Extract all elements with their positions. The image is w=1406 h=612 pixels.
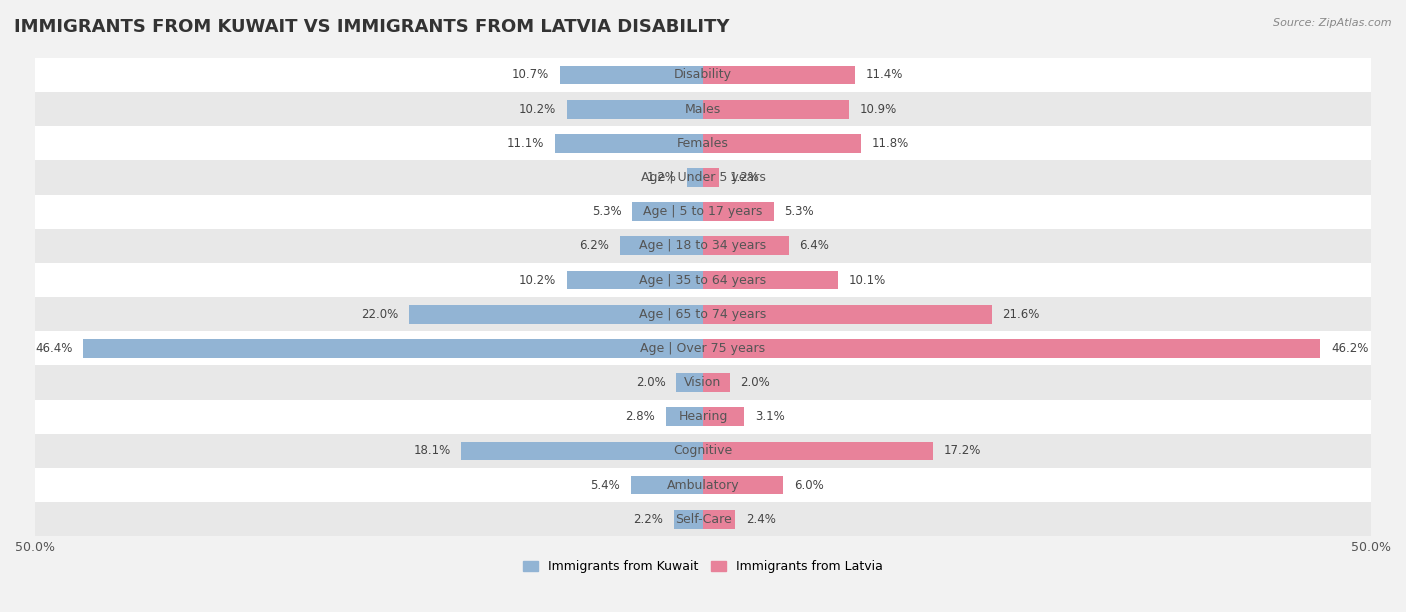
Bar (567, 271, 703, 289)
Bar (620, 236, 703, 255)
Bar (35, 502, 1371, 536)
Text: 21.6%: 21.6% (1002, 308, 1039, 321)
Bar (703, 510, 735, 529)
Text: 5.3%: 5.3% (592, 205, 621, 218)
Text: 2.2%: 2.2% (633, 513, 662, 526)
Bar (567, 100, 703, 119)
Text: 2.4%: 2.4% (745, 513, 776, 526)
Text: 22.0%: 22.0% (361, 308, 398, 321)
Text: 1.2%: 1.2% (647, 171, 676, 184)
Bar (703, 134, 860, 152)
Bar (83, 339, 703, 358)
Bar (35, 263, 1371, 297)
Text: 2.0%: 2.0% (636, 376, 665, 389)
Text: Hearing: Hearing (678, 410, 728, 424)
Bar (631, 476, 703, 494)
Text: 11.4%: 11.4% (866, 69, 904, 81)
Bar (555, 134, 703, 152)
Text: Cognitive: Cognitive (673, 444, 733, 457)
Bar (703, 168, 718, 187)
Text: Age | Over 75 years: Age | Over 75 years (641, 342, 765, 355)
Bar (703, 408, 744, 426)
Text: IMMIGRANTS FROM KUWAIT VS IMMIGRANTS FROM LATVIA DISABILITY: IMMIGRANTS FROM KUWAIT VS IMMIGRANTS FRO… (14, 18, 730, 36)
Bar (35, 195, 1371, 229)
Text: Age | 65 to 74 years: Age | 65 to 74 years (640, 308, 766, 321)
Bar (703, 339, 1320, 358)
Text: 6.4%: 6.4% (799, 239, 830, 252)
Bar (35, 229, 1371, 263)
Text: 6.2%: 6.2% (579, 239, 609, 252)
Bar (35, 468, 1371, 502)
Text: 3.1%: 3.1% (755, 410, 785, 424)
Text: Source: ZipAtlas.com: Source: ZipAtlas.com (1274, 18, 1392, 28)
Text: 6.0%: 6.0% (794, 479, 824, 491)
Text: Males: Males (685, 103, 721, 116)
Bar (703, 271, 838, 289)
Legend: Immigrants from Kuwait, Immigrants from Latvia: Immigrants from Kuwait, Immigrants from … (523, 560, 883, 573)
Bar (665, 408, 703, 426)
Text: Disability: Disability (673, 69, 733, 81)
Bar (688, 168, 703, 187)
Bar (560, 65, 703, 84)
Text: 11.1%: 11.1% (506, 137, 544, 150)
Bar (35, 400, 1371, 434)
Text: Ambulatory: Ambulatory (666, 479, 740, 491)
Text: 10.9%: 10.9% (859, 103, 897, 116)
Text: Females: Females (678, 137, 728, 150)
Text: Self-Care: Self-Care (675, 513, 731, 526)
Bar (35, 297, 1371, 331)
Bar (703, 202, 773, 221)
Bar (35, 160, 1371, 195)
Bar (703, 305, 991, 324)
Text: 10.2%: 10.2% (519, 274, 555, 286)
Text: 11.8%: 11.8% (872, 137, 908, 150)
Bar (35, 126, 1371, 160)
Bar (35, 434, 1371, 468)
Bar (35, 58, 1371, 92)
Text: 46.4%: 46.4% (35, 342, 72, 355)
Bar (703, 476, 783, 494)
Text: 2.8%: 2.8% (626, 410, 655, 424)
Bar (461, 441, 703, 460)
Text: Vision: Vision (685, 376, 721, 389)
Bar (35, 365, 1371, 400)
Bar (703, 65, 855, 84)
Bar (703, 373, 730, 392)
Text: 46.2%: 46.2% (1331, 342, 1368, 355)
Text: 5.4%: 5.4% (591, 479, 620, 491)
Text: 10.2%: 10.2% (519, 103, 555, 116)
Bar (703, 100, 849, 119)
Bar (35, 331, 1371, 365)
Bar (676, 373, 703, 392)
Text: 10.1%: 10.1% (849, 274, 886, 286)
Text: 2.0%: 2.0% (741, 376, 770, 389)
Bar (703, 236, 789, 255)
Text: 17.2%: 17.2% (943, 444, 981, 457)
Bar (703, 441, 932, 460)
Bar (673, 510, 703, 529)
Text: Age | 5 to 17 years: Age | 5 to 17 years (644, 205, 762, 218)
Bar (35, 92, 1371, 126)
Text: Age | 18 to 34 years: Age | 18 to 34 years (640, 239, 766, 252)
Text: 10.7%: 10.7% (512, 69, 550, 81)
Text: Age | 35 to 64 years: Age | 35 to 64 years (640, 274, 766, 286)
Bar (409, 305, 703, 324)
Bar (633, 202, 703, 221)
Text: 18.1%: 18.1% (413, 444, 450, 457)
Text: Age | Under 5 years: Age | Under 5 years (641, 171, 765, 184)
Text: 1.2%: 1.2% (730, 171, 759, 184)
Text: 5.3%: 5.3% (785, 205, 814, 218)
